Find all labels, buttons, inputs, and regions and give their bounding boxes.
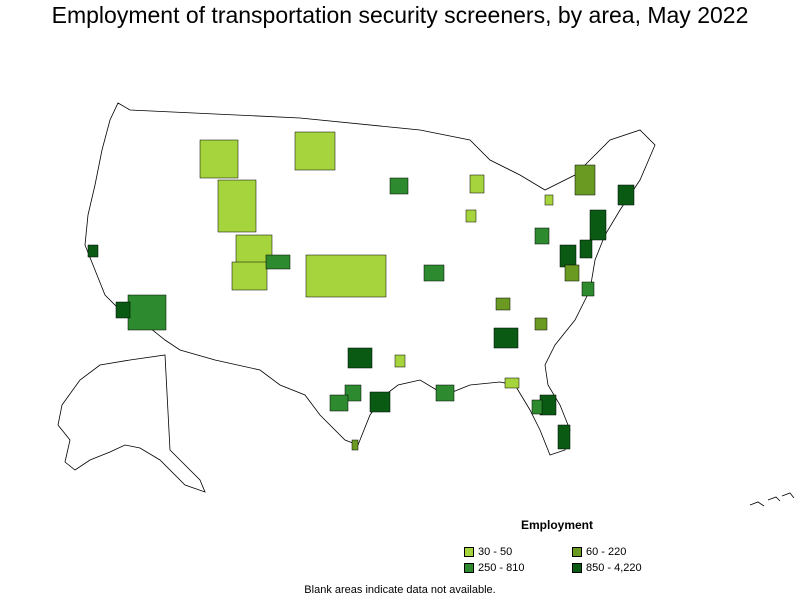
area-orlando xyxy=(539,394,557,416)
area-chicago xyxy=(465,209,477,223)
area-dallas xyxy=(347,347,373,369)
area-michigan xyxy=(469,174,485,194)
legend-title: Employment xyxy=(521,518,594,532)
area-atlanta xyxy=(493,327,519,349)
area-nashville xyxy=(495,297,511,311)
area-minneapolis xyxy=(389,177,409,195)
legend-item-60-220: 60 - 220 xyxy=(572,546,626,558)
area-texas-coast xyxy=(351,439,359,451)
legend-swatch xyxy=(572,547,582,557)
area-boston xyxy=(617,184,635,206)
area-memphis xyxy=(394,354,406,368)
legend-swatch xyxy=(572,563,582,573)
area-virginia xyxy=(564,264,580,282)
area-philadelphia xyxy=(579,239,593,259)
area-norfolk xyxy=(581,281,595,297)
legend-label: 30 - 50 xyxy=(478,546,513,558)
area-new-york-city xyxy=(589,209,607,241)
legend-label: 250 - 810 xyxy=(478,562,525,574)
area-washington-dc xyxy=(559,244,577,268)
legend-label: 60 - 220 xyxy=(586,546,627,558)
area-ohio xyxy=(534,227,550,245)
area-montana-west xyxy=(199,139,239,179)
hawaii-islands xyxy=(749,492,795,507)
area-sf-bay xyxy=(87,244,99,258)
area-new-york-upstate xyxy=(574,164,596,196)
footnote: Blank areas indicate data not available. xyxy=(304,584,496,596)
map-legend: Employment 30 - 50 60 - 220 250 - 810 85… xyxy=(464,518,664,578)
area-phoenix xyxy=(127,294,167,331)
legend-swatch xyxy=(464,547,474,557)
legend-swatch xyxy=(464,563,474,573)
legend-label: 850 - 4,220 xyxy=(586,562,642,574)
area-austin xyxy=(344,384,362,402)
area-miami xyxy=(557,424,571,450)
legend-item-30-50: 30 - 50 xyxy=(464,546,512,558)
legend-item-850-4220: 850 - 4,220 xyxy=(572,562,642,574)
area-wyoming xyxy=(217,179,257,233)
area-charlotte xyxy=(534,317,548,331)
area-denver xyxy=(265,254,291,270)
area-colorado xyxy=(231,261,268,291)
map-title: Employment of transportation security sc… xyxy=(51,2,749,28)
area-montana-east xyxy=(294,131,336,171)
area-florida-panhandle xyxy=(504,377,520,389)
legend-item-250-810: 250 - 810 xyxy=(464,562,524,574)
area-los-angeles xyxy=(115,301,131,319)
area-pennsylvania-west xyxy=(544,194,554,206)
area-houston xyxy=(369,391,391,413)
area-tampa xyxy=(531,399,543,415)
area-new-orleans xyxy=(435,384,455,402)
alaska-outline xyxy=(57,354,206,493)
area-kansas xyxy=(305,254,387,298)
area-san-antonio xyxy=(329,394,349,412)
area-kansas-city xyxy=(423,264,445,282)
